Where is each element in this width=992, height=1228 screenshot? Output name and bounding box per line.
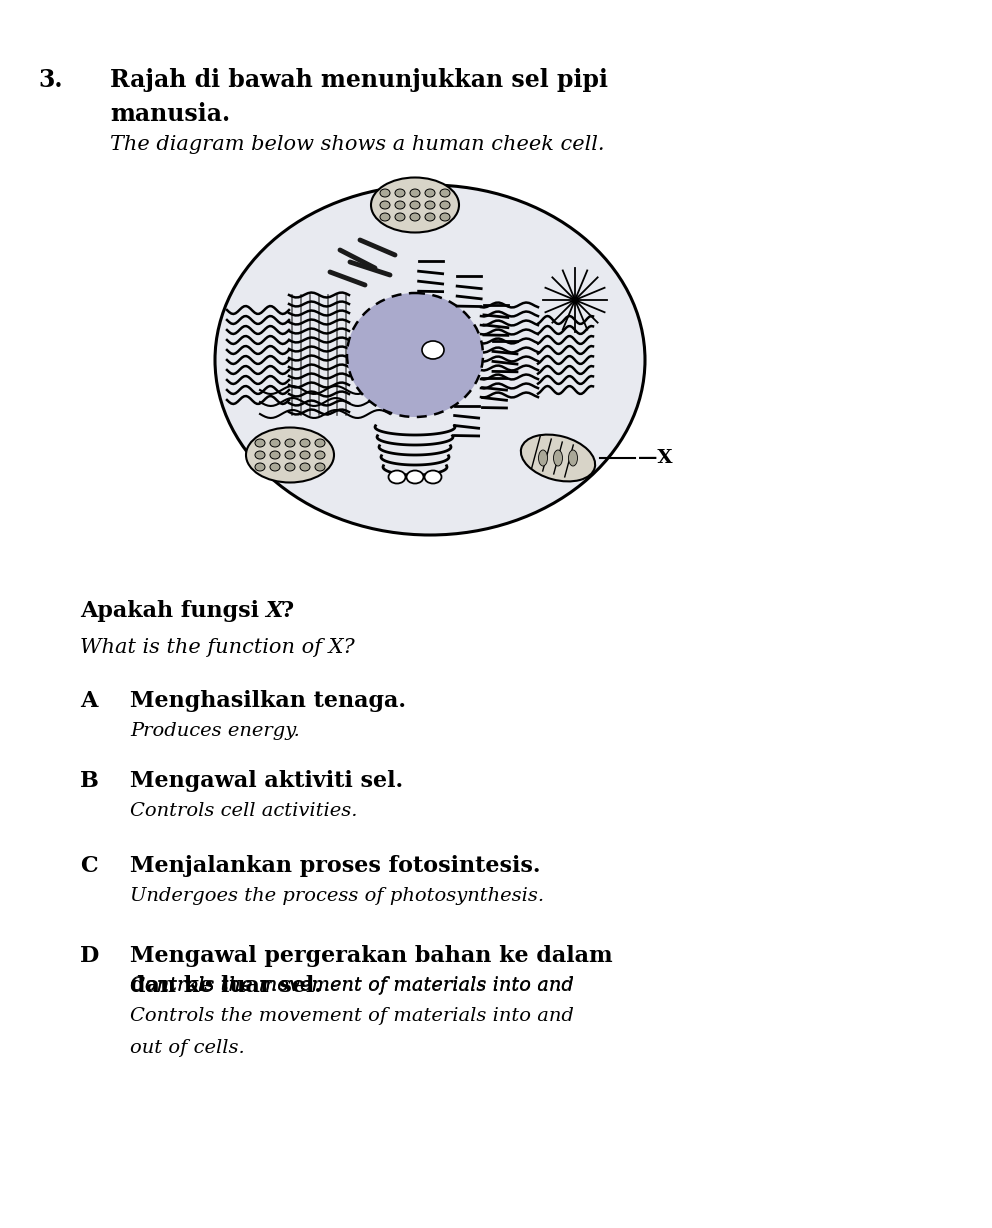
Ellipse shape [347,293,483,418]
Ellipse shape [255,451,265,459]
Ellipse shape [315,463,325,472]
Ellipse shape [425,470,441,484]
Ellipse shape [568,449,577,465]
Text: Produces energy.: Produces energy. [130,722,300,740]
Ellipse shape [554,449,562,465]
Text: A: A [80,690,97,712]
Ellipse shape [425,201,435,209]
Text: —X: —X [638,449,673,467]
Ellipse shape [380,212,390,221]
Ellipse shape [539,449,548,465]
Ellipse shape [255,438,265,447]
Text: dan ke luar sel.: dan ke luar sel. [130,975,321,997]
Text: Rajah di bawah menunjukkan sel pipi: Rajah di bawah menunjukkan sel pipi [110,68,608,92]
Ellipse shape [255,463,265,472]
Ellipse shape [285,451,295,459]
Text: ?: ? [280,600,293,623]
Text: Menjalankan proses fotosintesis.: Menjalankan proses fotosintesis. [130,855,541,877]
Ellipse shape [270,463,280,472]
Text: Undergoes the process of photosynthesis.: Undergoes the process of photosynthesis. [130,887,545,905]
Ellipse shape [440,212,450,221]
Text: Controls the movement of materials into and: Controls the movement of materials into … [130,977,574,995]
Text: Mengawal aktiviti sel.: Mengawal aktiviti sel. [130,770,403,792]
Text: X: X [265,600,283,623]
Ellipse shape [422,341,444,359]
Ellipse shape [410,212,420,221]
Ellipse shape [395,212,405,221]
Ellipse shape [246,427,334,483]
Ellipse shape [315,451,325,459]
Text: Controls cell activities.: Controls cell activities. [130,802,357,820]
Ellipse shape [215,185,645,535]
Ellipse shape [440,189,450,196]
Ellipse shape [395,201,405,209]
Ellipse shape [410,201,420,209]
Ellipse shape [389,470,406,484]
Ellipse shape [440,201,450,209]
Ellipse shape [300,463,310,472]
Text: The diagram below shows a human cheek cell.: The diagram below shows a human cheek ce… [110,135,604,154]
Text: manusia.: manusia. [110,102,230,126]
Ellipse shape [425,212,435,221]
Ellipse shape [285,438,295,447]
Ellipse shape [300,451,310,459]
Ellipse shape [371,178,459,232]
Ellipse shape [380,189,390,196]
Text: out of cells.: out of cells. [130,1039,245,1057]
Ellipse shape [380,201,390,209]
Ellipse shape [300,438,310,447]
Text: C: C [80,855,97,877]
Ellipse shape [285,463,295,472]
Text: Controls the movement of materials into and: Controls the movement of materials into … [130,976,574,993]
Text: Mengawal pergerakan bahan ke dalam: Mengawal pergerakan bahan ke dalam [130,946,613,966]
Ellipse shape [425,189,435,196]
Text: Menghasilkan tenaga.: Menghasilkan tenaga. [130,690,406,712]
Text: What is the function of X?: What is the function of X? [80,639,355,657]
Ellipse shape [410,189,420,196]
Ellipse shape [521,435,595,481]
Text: 3.: 3. [38,68,62,92]
Ellipse shape [270,438,280,447]
Text: Apakah fungsi: Apakah fungsi [80,600,267,623]
Ellipse shape [395,189,405,196]
Text: D: D [80,946,99,966]
Text: Controls the movement of materials into and: Controls the movement of materials into … [130,1007,574,1025]
Ellipse shape [315,438,325,447]
Ellipse shape [407,470,424,484]
Ellipse shape [270,451,280,459]
Text: B: B [80,770,99,792]
